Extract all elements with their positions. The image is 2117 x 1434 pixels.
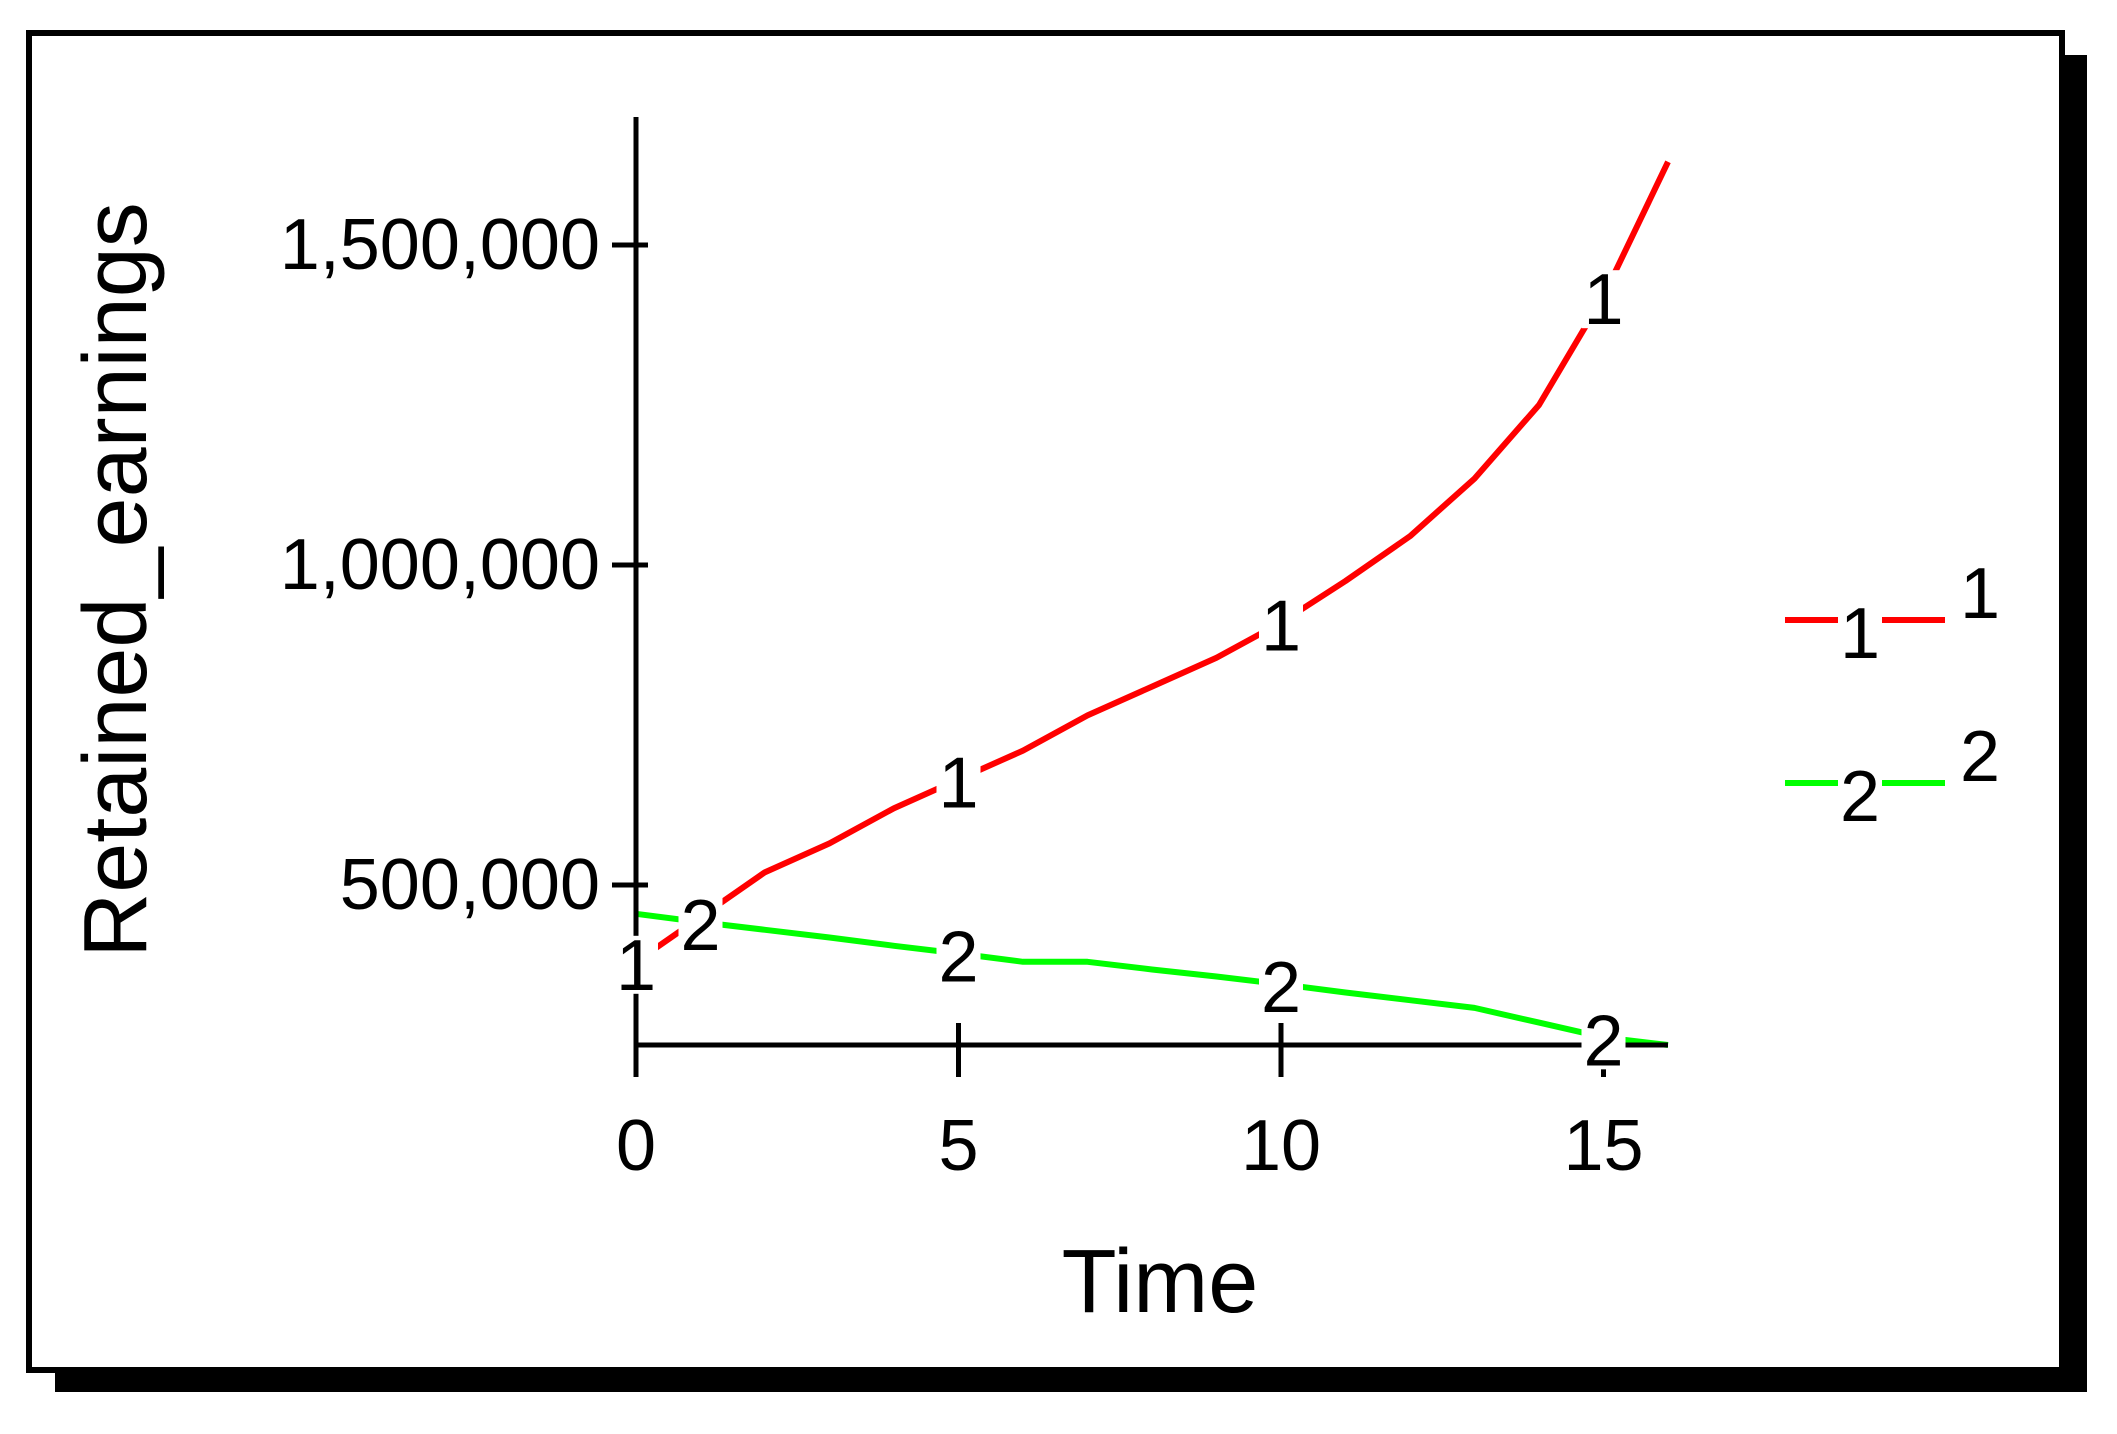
series-marker-1: 1 — [1583, 260, 1623, 340]
series-marker-bg — [1259, 596, 1303, 655]
legend: 1 12 2 — [1785, 554, 2000, 837]
x-tick-label: 5 — [938, 1106, 978, 1186]
legend-label-1: 1 — [1960, 554, 2000, 634]
series-marker-bg — [678, 896, 723, 955]
legend-marker-1: 1 — [1840, 594, 1880, 674]
series-marker-2: 2 — [938, 917, 978, 997]
series-marker-2: 2 — [1261, 948, 1301, 1028]
chart-frame — [26, 30, 2065, 1373]
legend-marker-bg — [1838, 763, 1882, 817]
series-marker-1: 1 — [1261, 587, 1301, 667]
series-marker-bg — [1581, 1011, 1626, 1070]
y-tick-label: 1,500,000 — [280, 205, 600, 285]
y-tick-label: 500,000 — [340, 845, 600, 925]
series-marker-bg — [1259, 958, 1303, 1017]
y-tick-label: 1,000,000 — [280, 525, 600, 605]
x-tick-label: 15 — [1563, 1106, 1643, 1186]
legend-label-2: 2 — [1960, 717, 2000, 797]
legend-marker-2: 2 — [1840, 757, 1880, 837]
y-axis-label: Retained_earnings — [66, 202, 166, 958]
series-line-2 — [635, 910, 1669, 1048]
series-marker-2: 2 — [1583, 1001, 1623, 1081]
ticks-layer: 500,000 1,000,000 1,500,000 0 5 10 15 — [280, 205, 1644, 1186]
x-tick-label: 10 — [1241, 1106, 1321, 1186]
series-line-1 — [634, 160, 1671, 965]
series-marker-bg — [1581, 270, 1626, 329]
series-marker-bg — [936, 927, 981, 986]
series-marker-bg — [614, 935, 658, 994]
series-marker-2: 2 — [680, 886, 720, 966]
x-tick-label: 0 — [616, 1106, 656, 1186]
legend-marker-bg — [1838, 600, 1882, 654]
series-marker-1: 1 — [616, 926, 656, 1006]
series-marker-bg — [936, 753, 981, 812]
series-marker-1: 1 — [938, 743, 978, 823]
x-axis-label: Time — [1062, 1232, 1259, 1332]
series-layer — [634, 160, 1671, 1048]
